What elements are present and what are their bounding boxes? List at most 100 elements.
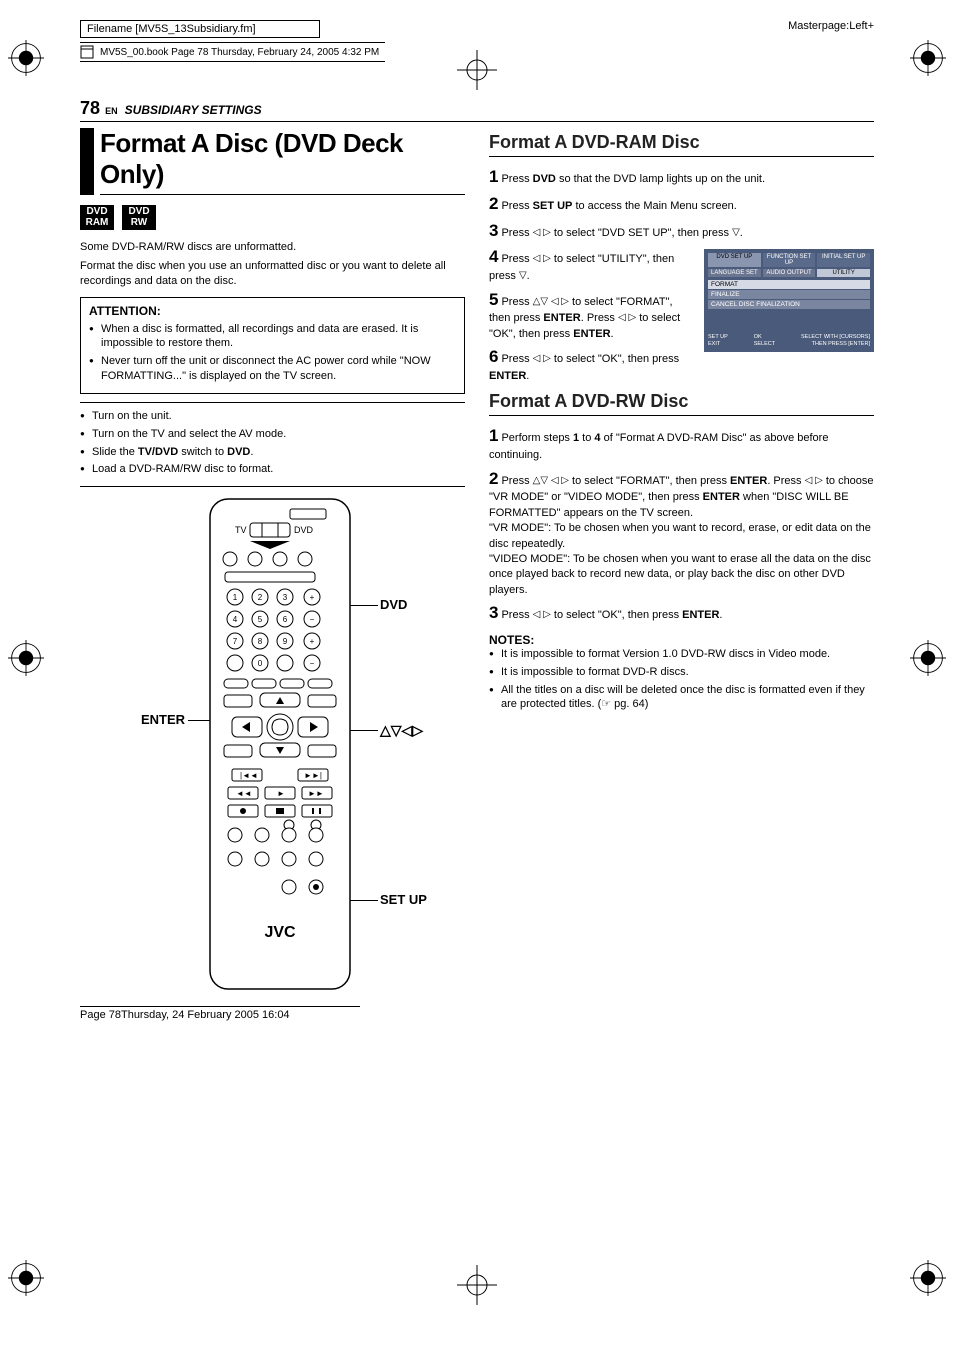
registration-mark-icon xyxy=(910,1260,946,1296)
note-item: All the titles on a disc will be deleted… xyxy=(489,683,874,713)
registration-mark-icon xyxy=(910,640,946,676)
disc-badges: DVDRAM DVDRW xyxy=(80,205,465,230)
step-text: Press DVD so that the DVD lamp lights up… xyxy=(501,173,765,185)
callout-dvd: DVD xyxy=(380,597,407,612)
step-text: Press △▽ ◁ ▷ to select "FORMAT", then pr… xyxy=(489,475,874,596)
step: 1Press DVD so that the DVD lamp lights u… xyxy=(489,165,874,189)
attention-heading: ATTENTION: xyxy=(89,304,456,318)
osd-screenshot: DVD SET UP FUNCTION SET UP INITIAL SET U… xyxy=(704,249,874,351)
callout-enter: ENTER xyxy=(130,712,185,727)
osd-row: CANCEL DISC FINALIZATION xyxy=(708,300,870,309)
svg-text:◄◄: ◄◄ xyxy=(236,789,252,798)
book-line-text: MV5S_00.book Page 78 Thursday, February … xyxy=(100,47,379,58)
attention-box: ATTENTION: When a disc is formatted, all… xyxy=(80,297,465,394)
main-title: Format A Disc (DVD Deck Only) xyxy=(80,128,465,195)
osd-subtab: UTILITY xyxy=(817,269,870,277)
left-column: Format A Disc (DVD Deck Only) DVDRAM DVD… xyxy=(80,128,465,1017)
svg-text:|◄◄: |◄◄ xyxy=(240,771,258,780)
filename-label: Filename [MV5S_13Subsidiary.fm] xyxy=(80,20,320,38)
step-text: Press SET UP to access the Main Menu scr… xyxy=(501,200,736,212)
attention-item: Never turn off the unit or disconnect th… xyxy=(89,354,456,384)
osd-footer-mid: OKSELECT xyxy=(754,334,775,347)
svg-text:3: 3 xyxy=(283,593,288,602)
svg-text:JVC: JVC xyxy=(264,924,296,941)
registration-mark-icon xyxy=(910,40,946,76)
svg-text:8: 8 xyxy=(258,637,263,646)
step: 1Perform steps 1 to 4 of "Format A DVD-R… xyxy=(489,424,874,463)
attention-list: When a disc is formatted, all recordings… xyxy=(89,322,456,384)
notes-list: It is impossible to format Version 1.0 D… xyxy=(489,647,874,712)
step: 3Press ◁ ▷ to select "DVD SET UP", then … xyxy=(489,219,874,243)
svg-text:TV: TV xyxy=(235,525,247,535)
intro-text-2: Format the disc when you use an unformat… xyxy=(80,259,465,289)
section-title: SUBSIDIARY SETTINGS xyxy=(125,103,262,117)
notes-heading: NOTES: xyxy=(489,633,874,647)
prep-item: Turn on the unit. xyxy=(80,409,465,424)
svg-text:−: − xyxy=(310,659,315,668)
prep-item: Turn on the TV and select the AV mode. xyxy=(80,427,465,442)
step-text: Press ◁ ▷ to select "OK", then press ENT… xyxy=(501,609,722,621)
step: 3Press ◁ ▷ to select "OK", then press EN… xyxy=(489,601,874,625)
page-footer: Page 78Thursday, 24 February 2005 16:04 xyxy=(80,1006,360,1021)
crosshair-icon xyxy=(457,50,497,90)
svg-text:+: + xyxy=(310,593,315,602)
svg-text:►►|: ►►| xyxy=(304,771,322,780)
remote-control-icon: TV DVD 1 2 3 + 4 5 xyxy=(190,497,370,997)
osd-footer-right: SELECT WITH [CURSORS]THEN PRESS [ENTER] xyxy=(801,334,870,347)
registration-mark-icon xyxy=(8,1260,44,1296)
osd-tab: DVD SET UP xyxy=(708,253,761,267)
osd-footer-left: SET UPEXIT xyxy=(708,334,728,347)
osd-tab: FUNCTION SET UP xyxy=(763,253,816,267)
svg-text:6: 6 xyxy=(283,615,288,624)
step-text: Press ◁ ▷ to select "DVD SET UP", then p… xyxy=(501,227,742,239)
svg-text:0: 0 xyxy=(258,659,263,668)
right-column: Format A DVD-RAM Disc 1Press DVD so that… xyxy=(489,128,874,1017)
page-header: 78 EN SUBSIDIARY SETTINGS xyxy=(80,98,874,122)
svg-text:4: 4 xyxy=(233,615,238,624)
step-text: Press ◁ ▷ to select "OK", then press ENT… xyxy=(489,353,679,382)
intro-text-1: Some DVD-RAM/RW discs are unformatted. xyxy=(80,240,465,255)
svg-text:9: 9 xyxy=(283,637,288,646)
prep-item: Load a DVD-RAM/RW disc to format. xyxy=(80,462,465,477)
step-text: Perform steps 1 to 4 of "Format A DVD-RA… xyxy=(489,432,828,461)
svg-text:DVD: DVD xyxy=(294,525,314,535)
svg-text:−: − xyxy=(310,615,315,624)
osd-subtab: LANGUAGE SET xyxy=(708,269,761,277)
heading-format-ram: Format A DVD-RAM Disc xyxy=(489,132,874,157)
crosshair-icon xyxy=(457,1265,497,1305)
book-icon xyxy=(80,45,94,59)
badge-dvd-rw: DVDRW xyxy=(122,205,156,230)
page-lang: EN xyxy=(105,106,118,116)
main-title-text: Format A Disc (DVD Deck Only) xyxy=(100,128,465,195)
svg-text:►: ► xyxy=(277,789,285,798)
badge-dvd-ram: DVDRAM xyxy=(80,205,114,230)
svg-text:1: 1 xyxy=(233,593,238,602)
registration-mark-icon xyxy=(8,40,44,76)
remote-diagram: ENTER DVD △▽◁▷ SET UP TV DVD xyxy=(80,497,465,1017)
heading-format-rw: Format A DVD-RW Disc xyxy=(489,391,874,416)
osd-tab: INITIAL SET UP xyxy=(817,253,870,267)
callout-setup: SET UP xyxy=(380,892,427,907)
note-item: It is impossible to format Version 1.0 D… xyxy=(489,647,874,662)
osd-row: FINALIZE xyxy=(708,290,870,299)
svg-text:5: 5 xyxy=(258,615,263,624)
preparation-box: Turn on the unit. Turn on the TV and sel… xyxy=(80,402,465,487)
osd-subtab: AUDIO OUTPUT xyxy=(763,269,816,277)
svg-text:7: 7 xyxy=(233,637,238,646)
registration-mark-icon xyxy=(8,640,44,676)
svg-text:+: + xyxy=(310,637,315,646)
book-info-bar: MV5S_00.book Page 78 Thursday, February … xyxy=(80,42,385,62)
attention-item: When a disc is formatted, all recordings… xyxy=(89,322,456,352)
step: 2Press △▽ ◁ ▷ to select "FORMAT", then p… xyxy=(489,467,874,599)
svg-text:►►: ►► xyxy=(308,789,324,798)
page-number: 78 xyxy=(80,98,100,118)
step-text: Press △▽ ◁ ▷ to select "FORMAT", then pr… xyxy=(489,296,680,340)
osd-row: FORMAT xyxy=(708,280,870,289)
step-text: Press ◁ ▷ to select "UTILITY", then pres… xyxy=(489,253,674,282)
callout-arrows: △▽◁▷ xyxy=(380,722,423,739)
prep-item: Slide the TV/DVD switch to DVD. xyxy=(80,445,465,460)
step: 2Press SET UP to access the Main Menu sc… xyxy=(489,192,874,216)
svg-text:2: 2 xyxy=(258,593,263,602)
note-item: It is impossible to format DVD-R discs. xyxy=(489,665,874,680)
masterpage-label: Masterpage:Left+ xyxy=(788,20,874,32)
